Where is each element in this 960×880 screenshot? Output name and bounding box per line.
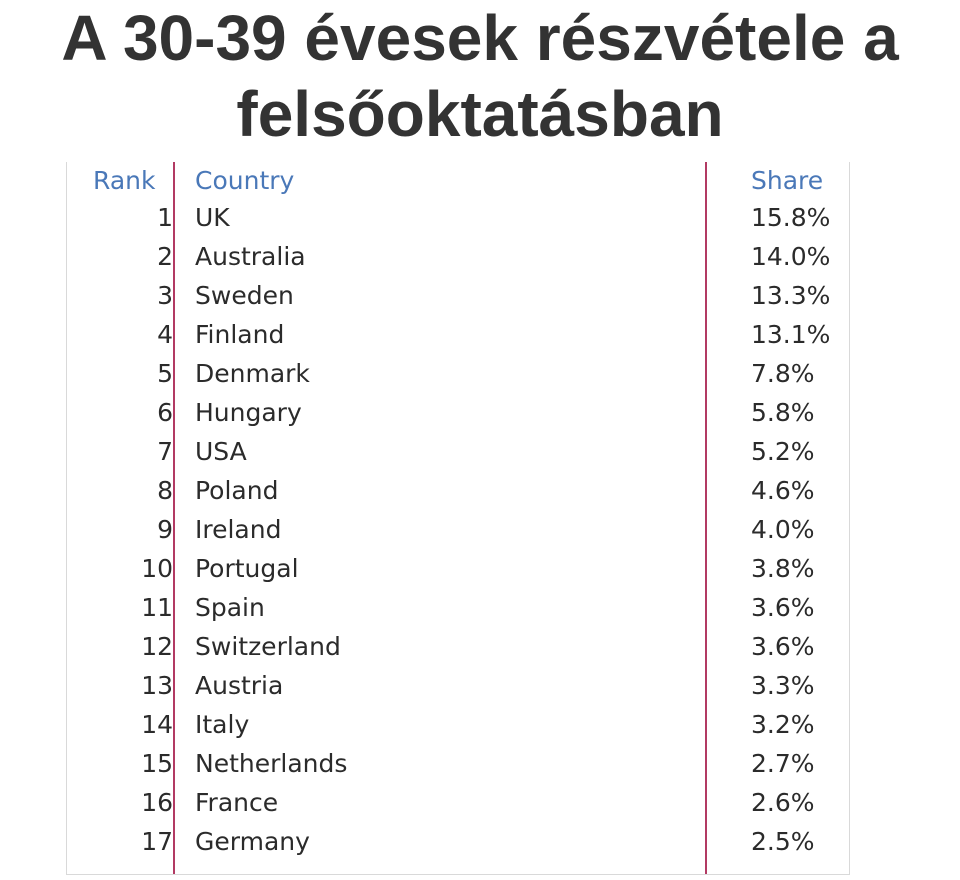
table-row: 1 UK 15.8%	[67, 198, 849, 237]
table-row: 4 Finland 13.1%	[67, 315, 849, 354]
table-row: 12 Switzerland 3.6%	[67, 627, 849, 666]
ranking-table: Rank Country Share 1 UK 15.8% 2 Australia 14.…	[67, 162, 849, 861]
table-row: 11 Spain 3.6%	[67, 588, 849, 627]
table-row: 13 Austria 3.3%	[67, 666, 849, 705]
page-title: A 30-39 évesek részvétele a felsőoktatás…	[61, 2, 899, 150]
share-cell: 7.8%	[751, 359, 815, 388]
share-cell: 4.6%	[751, 476, 815, 505]
country-cell: Switzerland	[195, 632, 341, 661]
table-row: 16 France 2.6%	[67, 783, 849, 822]
table-row: 17 Germany 2.5%	[67, 822, 849, 861]
rank-cell: 12	[141, 632, 173, 661]
table-row: 3 Sweden 13.3%	[67, 276, 849, 315]
country-cell: UK	[195, 203, 230, 232]
table-body: 1 UK 15.8% 2 Australia 14.0% 3 Sweden 13.3% 4 Finl…	[67, 198, 849, 861]
share-column-divider	[705, 162, 707, 874]
rank-cell: 3	[157, 281, 173, 310]
rank-cell: 10	[141, 554, 173, 583]
country-cell: Ireland	[195, 515, 282, 544]
share-cell: 4.0%	[751, 515, 815, 544]
rank-cell: 4	[157, 320, 173, 349]
table-row: 5 Denmark 7.8%	[67, 354, 849, 393]
table-row: 9 Ireland 4.0%	[67, 510, 849, 549]
share-cell: 2.6%	[751, 788, 815, 817]
country-cell: USA	[195, 437, 247, 466]
table-row: 10 Portugal 3.8%	[67, 549, 849, 588]
country-cell: Poland	[195, 476, 279, 505]
share-cell: 3.2%	[751, 710, 815, 739]
rank-cell: 1	[157, 203, 173, 232]
country-cell: Italy	[195, 710, 250, 739]
table-row: 2 Australia 14.0%	[67, 237, 849, 276]
table-row: 8 Poland 4.6%	[67, 471, 849, 510]
table-header-row: Rank Country Share	[67, 162, 849, 198]
rank-cell: 13	[141, 671, 173, 700]
rank-cell: 7	[157, 437, 173, 466]
ranking-table-frame: Rank Country Share 1 UK 15.8% 2 Australia 14.…	[66, 162, 850, 875]
country-header: Country	[195, 165, 295, 195]
rank-cell: 9	[157, 515, 173, 544]
country-cell: Portugal	[195, 554, 299, 583]
country-cell: Hungary	[195, 398, 302, 427]
rank-cell: 16	[141, 788, 173, 817]
country-cell: Sweden	[195, 281, 294, 310]
rank-cell: 17	[141, 827, 173, 856]
rank-cell: 11	[141, 593, 173, 622]
share-cell: 2.7%	[751, 749, 815, 778]
country-cell: Austria	[195, 671, 284, 700]
table-row: 6 Hungary 5.8%	[67, 393, 849, 432]
rank-column-divider	[173, 162, 175, 874]
country-cell: Spain	[195, 593, 265, 622]
country-cell: Netherlands	[195, 749, 348, 778]
table-row: 15 Netherlands 2.7%	[67, 744, 849, 783]
country-cell: France	[195, 788, 279, 817]
share-cell: 13.3%	[751, 281, 831, 310]
rank-cell: 14	[141, 710, 173, 739]
share-cell: 14.0%	[751, 242, 831, 271]
rank-cell: 5	[157, 359, 173, 388]
rank-cell: 8	[157, 476, 173, 505]
share-cell: 3.6%	[751, 632, 815, 661]
share-cell: 15.8%	[751, 203, 831, 232]
share-header: Share	[751, 165, 824, 195]
country-cell: Australia	[195, 242, 306, 271]
share-cell: 2.5%	[751, 827, 815, 856]
share-cell: 5.8%	[751, 398, 815, 427]
share-cell: 3.8%	[751, 554, 815, 583]
share-cell: 5.2%	[751, 437, 815, 466]
rank-cell: 15	[141, 749, 173, 778]
table-row: 7 USA 5.2%	[67, 432, 849, 471]
rank-header: Rank	[93, 165, 156, 195]
rank-cell: 6	[157, 398, 173, 427]
country-cell: Denmark	[195, 359, 310, 388]
share-cell: 3.3%	[751, 671, 815, 700]
country-cell: Germany	[195, 827, 310, 856]
share-cell: 13.1%	[751, 320, 831, 349]
table-row: 14 Italy 3.2%	[67, 705, 849, 744]
share-cell: 3.6%	[751, 593, 815, 622]
country-cell: Finland	[195, 320, 285, 349]
rank-cell: 2	[157, 242, 173, 271]
